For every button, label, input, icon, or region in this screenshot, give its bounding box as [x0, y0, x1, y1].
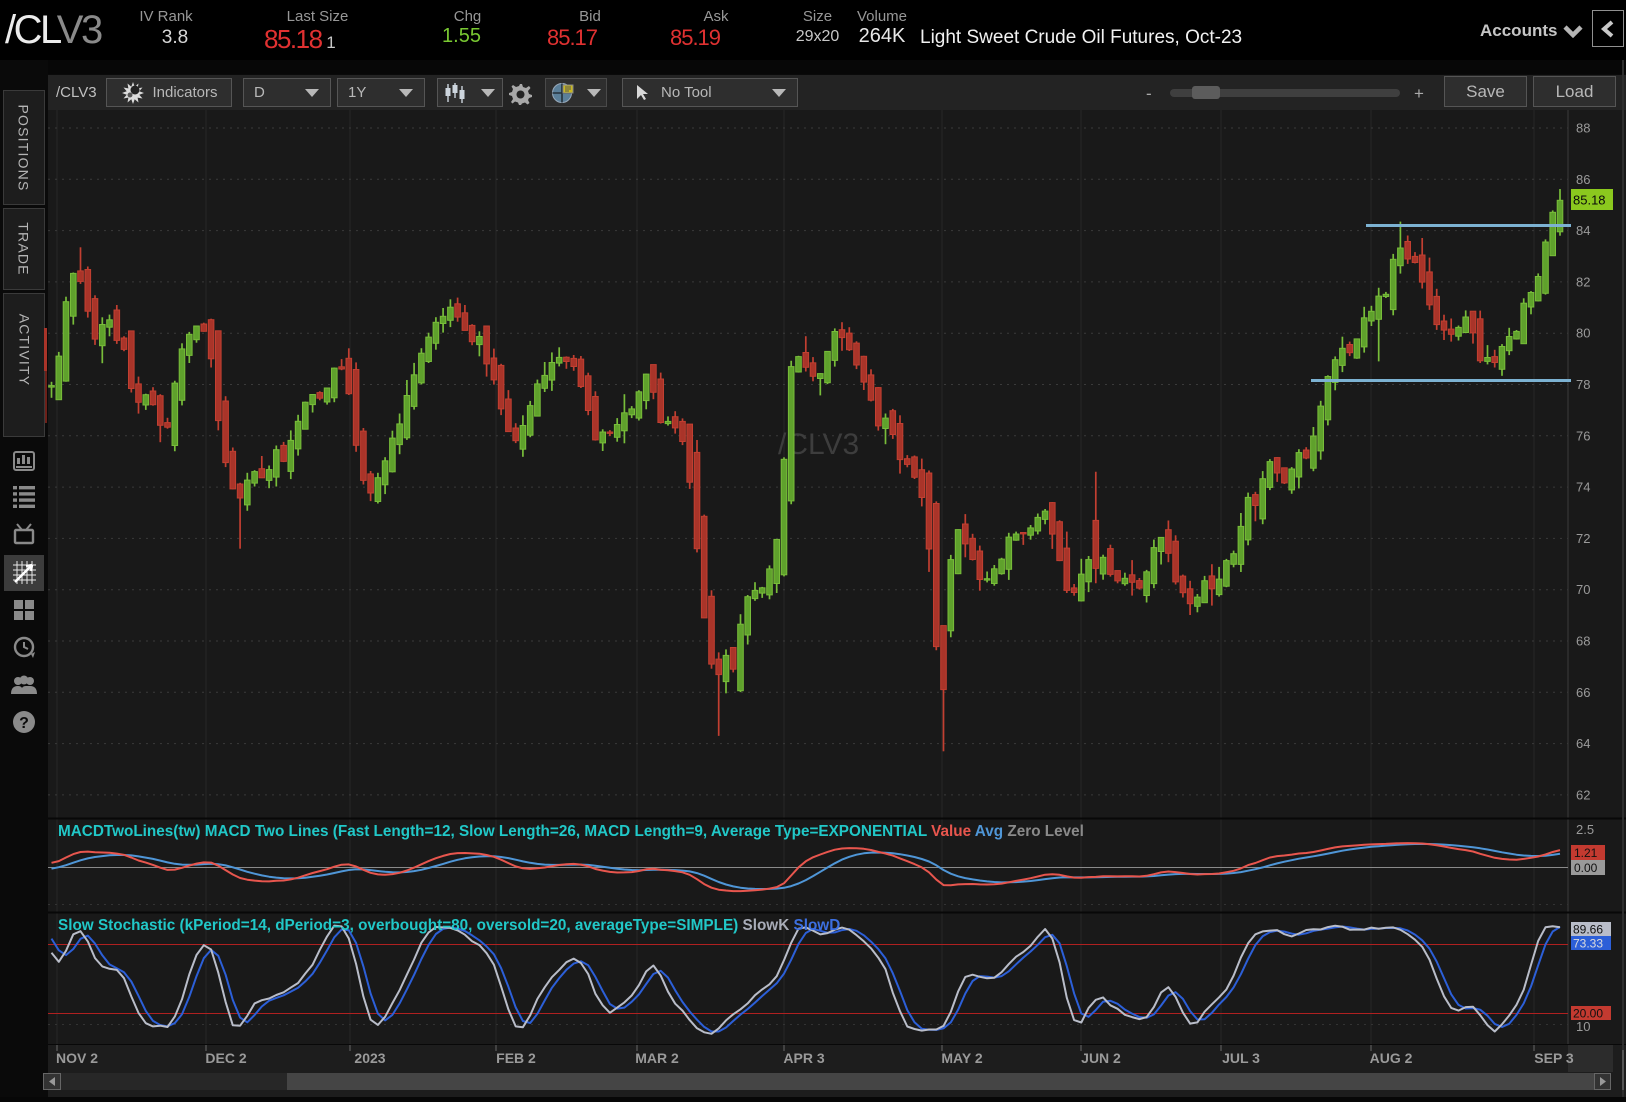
svg-text:73.33: 73.33	[1573, 937, 1603, 951]
svg-text:80: 80	[1576, 326, 1590, 341]
svg-text:AUG 2: AUG 2	[1370, 1050, 1413, 1066]
svg-text:MAR 2: MAR 2	[635, 1050, 679, 1066]
svg-text:APR 3: APR 3	[783, 1050, 824, 1066]
svg-text:2023: 2023	[354, 1050, 385, 1066]
svg-text:74: 74	[1576, 480, 1590, 495]
svg-text:DEC 2: DEC 2	[205, 1050, 246, 1066]
svg-text:68: 68	[1576, 634, 1590, 649]
svg-text:10: 10	[1576, 1019, 1590, 1034]
svg-text:20.00: 20.00	[1573, 1007, 1603, 1021]
svg-text:JUL 3: JUL 3	[1222, 1050, 1260, 1066]
svg-text:MACDTwoLines(tw) MACD Two Line: MACDTwoLines(tw) MACD Two Lines (Fast Le…	[58, 823, 1084, 840]
svg-text:85.18: 85.18	[1573, 193, 1606, 208]
svg-text:62: 62	[1576, 787, 1590, 802]
svg-text:0.00: 0.00	[1574, 861, 1598, 875]
svg-text:NOV 2: NOV 2	[56, 1050, 98, 1066]
svg-text:86: 86	[1576, 172, 1590, 187]
svg-text:88: 88	[1576, 121, 1590, 136]
svg-text:76: 76	[1576, 428, 1590, 443]
svg-text:70: 70	[1576, 582, 1590, 597]
svg-text:64: 64	[1576, 736, 1590, 751]
svg-text:JUN 2: JUN 2	[1081, 1050, 1121, 1066]
svg-text:Slow Stochastic (kPeriod=14, d: Slow Stochastic (kPeriod=14, dPeriod=3, …	[58, 917, 840, 934]
svg-text:MAY 2: MAY 2	[941, 1050, 982, 1066]
svg-text:72: 72	[1576, 531, 1590, 546]
svg-text:1.21: 1.21	[1574, 846, 1598, 860]
svg-text:SEP 3: SEP 3	[1534, 1050, 1574, 1066]
svg-text:2.5: 2.5	[1576, 822, 1594, 837]
svg-text:FEB 2: FEB 2	[496, 1050, 536, 1066]
svg-text:82: 82	[1576, 274, 1590, 289]
svg-text:78: 78	[1576, 377, 1590, 392]
svg-text:?: ?	[19, 715, 29, 732]
svg-text:66: 66	[1576, 685, 1590, 700]
svg-text:84: 84	[1576, 223, 1590, 238]
svg-text:89.66: 89.66	[1573, 923, 1603, 937]
